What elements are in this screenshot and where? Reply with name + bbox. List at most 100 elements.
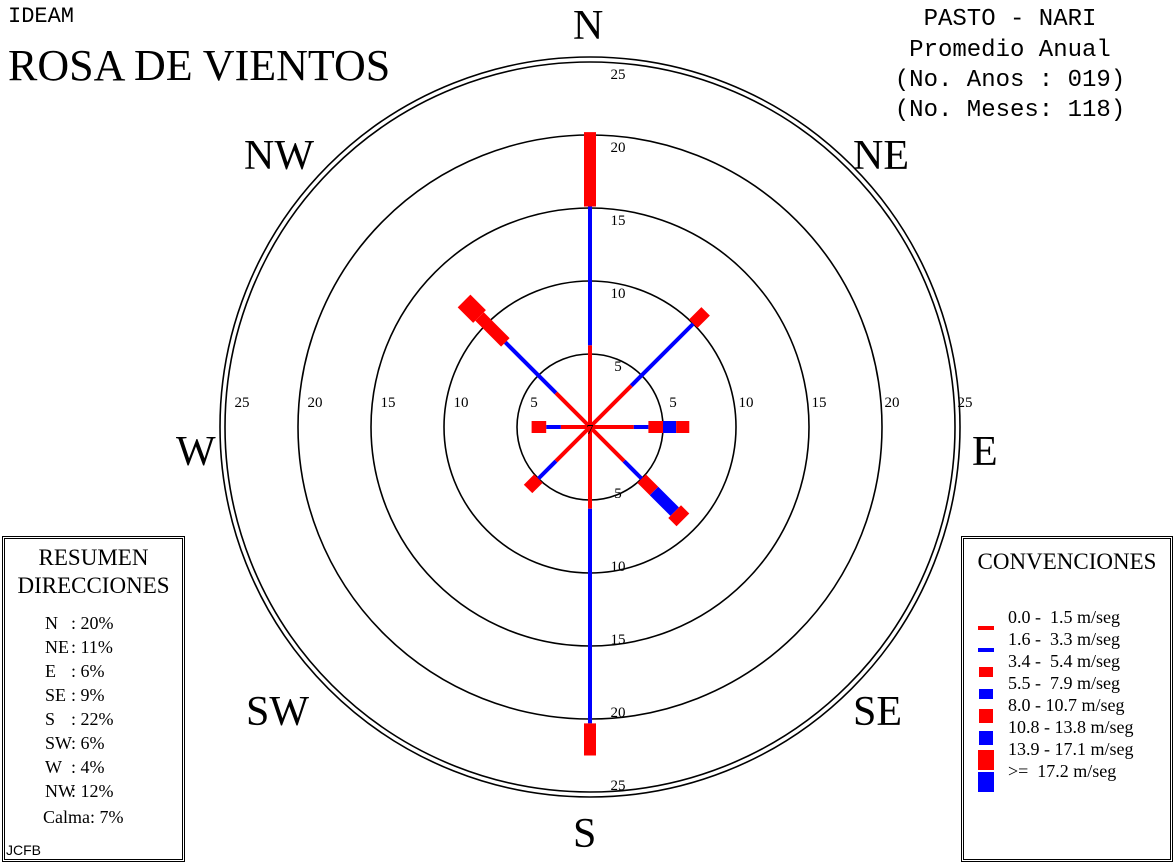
ring-label-s-15: 15 [611,632,626,648]
direction-label-se: SE [853,689,903,735]
ring-label-w-10: 10 [454,395,469,411]
summary-calm: Calma: 7% [43,807,124,827]
ring-label-e-25: 25 [958,395,973,411]
legend-label: 5.5 - 7.9 m/seg [1008,672,1120,693]
segment-ne-1 [629,322,695,388]
legend-swatch [979,731,993,745]
summary-value: : 9% [71,685,105,705]
summary-dir: NW [45,781,75,801]
ring-label-w-20: 20 [308,395,323,411]
legend-swatch [979,689,993,699]
spoke-se [588,425,690,527]
ring-label-s-10: 10 [611,559,626,575]
summary-row: S : 22% [45,709,114,730]
organization-label: IDEAM [8,4,75,29]
summary-value: : 4% [71,757,105,777]
legend-label: 13.9 - 17.1 m/seg [1008,738,1134,759]
legend-label: 0.0 - 1.5 m/seg [1008,606,1120,627]
legend-box: CONVENCIONES 0.0 - 1.5 m/seg 1.6 - 3.3 m/… [961,536,1173,862]
ring-label-s-25: 25 [611,778,626,794]
summary-row: NE: 11% [45,637,113,658]
segment-nw-1 [503,340,558,395]
spoke-nw [457,294,592,429]
ring-label-w-5: 5 [530,395,538,411]
legend-label: 1.6 - 3.3 m/seg [1008,628,1120,649]
summary-row: N : 20% [45,613,114,634]
months-count: (No. Meses: 118) [894,97,1126,124]
summary-dir: NE [45,637,69,657]
ring-label-w-25: 25 [235,395,250,411]
segment-ne-0 [588,384,633,429]
legend-label: 10.8 - 13.8 m/seg [1008,716,1134,737]
legend-label: 8.0 - 10.7 m/seg [1008,694,1125,715]
spoke-sw [523,425,592,494]
spokes-group [457,132,710,756]
legend-swatch [978,772,994,792]
segment-se-2 [637,474,659,496]
legend-swatch [979,709,993,723]
outer-ring [219,56,961,798]
summary-value: : 20% [71,613,114,633]
ring-label-n-10: 10 [611,286,626,302]
segment-se-3 [649,486,679,516]
ring-labels-group: 5 5 5 5 10 10 10 10 15 15 15 15 20 20 20 20 25 25 25 25 7 [235,67,973,794]
ring-label-n-5: 5 [614,359,622,375]
calm-value: 7 [587,423,594,438]
summary-dir: N [45,613,58,633]
years-count: (No. Anos : 019) [894,67,1126,94]
direction-label-sw: SW [246,689,309,735]
spoke-ne [588,307,710,429]
ring-label-e-5: 5 [669,395,677,411]
segment-se-1 [622,459,644,481]
summary-dir: SE [45,685,67,705]
summary-value: : 22% [71,709,114,729]
legend-swatch [979,667,993,677]
summary-title-1: RESUMEN [38,545,149,570]
direction-label-ne: NE [853,133,909,179]
direction-label-s: S [573,811,597,857]
ring-label-n-15: 15 [611,213,626,229]
summary-row: SE: 9% [45,685,105,706]
signature: JCFB [6,842,41,858]
summary-value: : 12% [71,781,114,801]
legend-swatch [978,626,994,630]
ring-label-e-20: 20 [885,395,900,411]
direction-label-w: W [176,429,216,475]
ring-label-e-15: 15 [812,395,827,411]
segment-se-0 [588,425,626,463]
summary-value: : 6% [71,661,105,681]
legend-title: CONVENCIONES [977,549,1157,574]
summary-value: : 11% [71,637,113,657]
legend-swatch [978,648,994,652]
ring-label-n-20: 20 [611,140,626,156]
summary-row: SW: 6% [45,733,105,754]
segment-nw-3 [457,294,486,323]
direction-label-nw: NW [244,133,314,179]
segment-nw-2 [475,312,510,347]
summary-dir: SW [45,733,72,753]
station-name: PASTO - NARI [923,6,1097,33]
segment-nw-0 [554,391,592,429]
segment-se-4 [668,505,690,527]
direction-label-e: E [972,429,998,475]
legend-swatch [978,750,994,770]
ring-label-s-20: 20 [611,705,626,721]
segment-sw-1 [536,459,558,481]
legend-label: 3.4 - 5.4 m/seg [1008,650,1120,671]
segment-sw-2 [523,474,543,494]
segment-ne-2 [688,307,710,329]
segment-sw-0 [554,425,592,463]
summary-dir: E [45,661,56,681]
ring-label-w-15: 15 [381,395,396,411]
chart-title: ROSA DE VIENTOS [8,41,391,90]
ring-label-s-5: 5 [614,486,622,502]
period-label: Promedio Anual [909,37,1111,64]
direction-label-n: N [573,3,604,49]
summary-box: RESUMEN DIRECCIONES N : 20% NE: 11% E : 6%… [2,536,185,862]
ring-label-e-10: 10 [739,395,754,411]
legend-label: >= 17.2 m/seg [1008,760,1117,781]
summary-title-2: DIRECCIONES [17,573,170,598]
summary-dir: S [45,709,56,729]
summary-row: W: 4% [45,757,105,778]
